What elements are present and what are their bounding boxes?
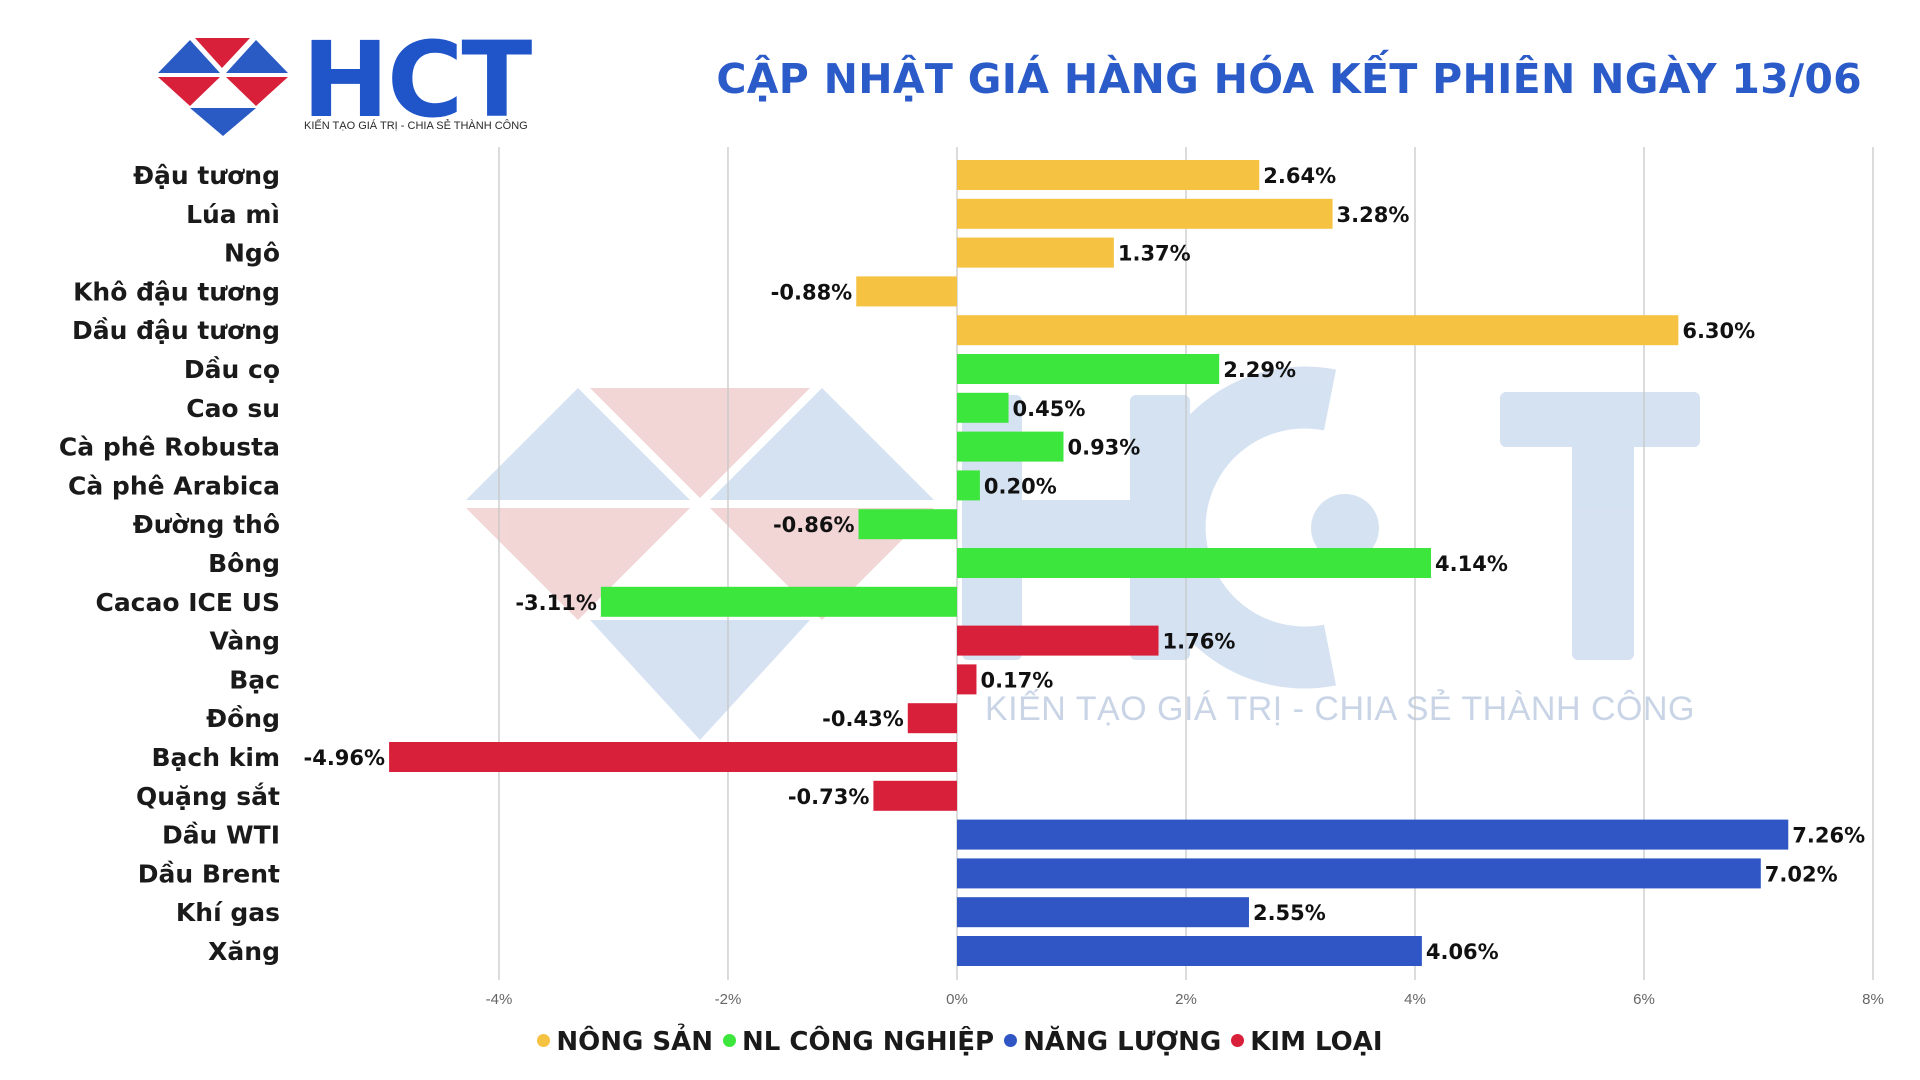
data-label: 7.02% bbox=[1765, 862, 1838, 886]
watermark-logo-letters bbox=[962, 366, 1700, 689]
x-tick-label: 4% bbox=[1404, 991, 1426, 1008]
category-label: Dầu đậu tương bbox=[72, 316, 280, 345]
legend-dot-icon bbox=[1231, 1034, 1245, 1047]
bar bbox=[957, 237, 1114, 268]
bar bbox=[957, 625, 1159, 656]
x-tick-label: -2% bbox=[715, 991, 742, 1008]
category-label: Cà phê Arabica bbox=[68, 471, 280, 500]
legend-dot-icon bbox=[537, 1034, 551, 1047]
bar bbox=[957, 664, 977, 695]
legend-item: NÔNG SẢN bbox=[537, 1027, 713, 1057]
legend-item: NL CÔNG NGHIỆP bbox=[723, 1027, 994, 1057]
bar bbox=[957, 858, 1761, 889]
category-label: Khô đậu tương bbox=[73, 277, 280, 306]
legend-label: NÔNG SẢN bbox=[556, 1027, 714, 1057]
bar bbox=[907, 703, 957, 734]
data-label: 7.26% bbox=[1792, 824, 1865, 848]
data-label: -0.88% bbox=[771, 280, 853, 304]
bar bbox=[957, 548, 1432, 578]
category-label: Đậu tương bbox=[133, 161, 280, 190]
data-label: 4.06% bbox=[1426, 940, 1499, 964]
bar bbox=[957, 431, 1064, 462]
watermark-diamond-icon bbox=[466, 388, 934, 740]
x-tick-label: 0% bbox=[946, 991, 968, 1008]
category-label: Cà phê Robusta bbox=[59, 433, 280, 462]
legend-dot-icon bbox=[723, 1034, 737, 1047]
data-label: -0.43% bbox=[822, 707, 904, 731]
bar bbox=[957, 198, 1333, 229]
data-label: 2.29% bbox=[1223, 358, 1296, 382]
data-label: 1.37% bbox=[1118, 242, 1191, 266]
data-label: -0.86% bbox=[773, 513, 855, 537]
bar bbox=[957, 936, 1422, 966]
bar bbox=[389, 742, 958, 772]
bar bbox=[957, 819, 1789, 850]
watermark-tagline: KIẾN TẠO GIÁ TRỊ - CHIA SẺ THÀNH CÔNG bbox=[985, 690, 1695, 728]
x-tick-label: 2% bbox=[1175, 991, 1197, 1008]
bar bbox=[957, 315, 1679, 346]
data-label: -0.73% bbox=[788, 785, 870, 809]
legend-item: NĂNG LƯỢNG bbox=[1004, 1027, 1221, 1057]
category-label: Dầu cọ bbox=[184, 355, 280, 384]
data-label: 3.28% bbox=[1337, 203, 1410, 227]
legend-dot-icon bbox=[1004, 1034, 1018, 1047]
bar bbox=[957, 354, 1220, 384]
category-label: Bạch kim bbox=[152, 743, 281, 772]
data-label: 0.93% bbox=[1067, 436, 1140, 460]
bar bbox=[856, 276, 957, 307]
legend-label: NĂNG LƯỢNG bbox=[1023, 1027, 1222, 1057]
x-tick-label: 8% bbox=[1862, 991, 1884, 1008]
x-tick-label: 6% bbox=[1633, 991, 1655, 1008]
data-label: 4.14% bbox=[1435, 552, 1508, 576]
bar bbox=[858, 509, 957, 540]
data-label: 0.20% bbox=[984, 474, 1057, 498]
logo-tagline: KIẾN TẠO GIÁ TRỊ - CHIA SẺ THÀNH CÔNG bbox=[304, 120, 528, 132]
category-label: Bạc bbox=[229, 665, 280, 694]
category-label: Khí gas bbox=[176, 898, 280, 927]
category-label: Cao su bbox=[186, 394, 280, 423]
bar bbox=[957, 897, 1249, 928]
category-label: Vàng bbox=[209, 627, 280, 656]
legend-label: KIM LOẠI bbox=[1250, 1027, 1383, 1057]
legend-label: NL CÔNG NGHIỆP bbox=[742, 1027, 995, 1057]
bar bbox=[600, 586, 957, 617]
page-title: CẬP NHẬT GIÁ HÀNG HÓA KẾT PHIÊN NGÀY 13/… bbox=[716, 55, 1862, 103]
chart-legend: NÔNG SẢN NL CÔNG NGHIỆP NĂNG LƯỢNG KIM LOẠI bbox=[0, 1027, 1920, 1057]
bar bbox=[957, 470, 980, 501]
category-label: Cacao ICE US bbox=[95, 588, 280, 617]
data-label: 0.45% bbox=[1013, 397, 1086, 421]
category-label: Lúa mì bbox=[186, 200, 280, 229]
data-label: 2.55% bbox=[1253, 901, 1326, 925]
bar bbox=[957, 160, 1260, 190]
category-label: Xăng bbox=[208, 937, 280, 966]
data-label: 6.30% bbox=[1682, 319, 1755, 343]
data-label: 2.64% bbox=[1263, 164, 1336, 188]
category-label: Quặng sắt bbox=[136, 782, 280, 811]
data-label: 0.17% bbox=[980, 668, 1053, 692]
category-label: Đường thô bbox=[133, 510, 280, 539]
logo-wordmark: HCT bbox=[302, 19, 532, 141]
category-label: Dầu Brent bbox=[138, 859, 280, 888]
data-label: -4.96% bbox=[304, 746, 386, 770]
bar bbox=[873, 780, 957, 811]
bar bbox=[957, 392, 1009, 423]
legend-item: KIM LOẠI bbox=[1231, 1027, 1383, 1057]
category-label: Dầu WTI bbox=[162, 821, 280, 850]
x-tick-label: -4% bbox=[486, 991, 513, 1008]
category-label: Bông bbox=[208, 549, 280, 578]
category-label: Đồng bbox=[206, 704, 280, 733]
category-label: Ngô bbox=[224, 239, 280, 268]
data-label: -3.11% bbox=[515, 591, 597, 615]
data-label: 1.76% bbox=[1163, 630, 1236, 654]
hct-logo-icon bbox=[158, 38, 288, 136]
